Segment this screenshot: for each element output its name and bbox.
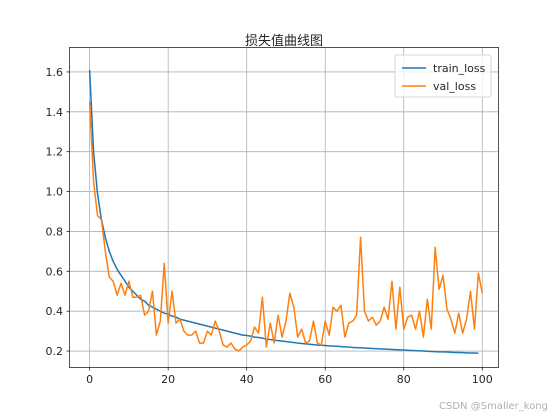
x-tick-label: 100 (472, 373, 493, 386)
y-tick-label: 0.6 (46, 265, 64, 278)
y-tick-label: 0.4 (46, 305, 64, 318)
x-tick-label: 0 (86, 373, 93, 386)
chart-title: 损失值曲线图 (245, 33, 323, 49)
legend-label-train-loss: train_loss (433, 62, 486, 75)
x-tick-label: 60 (318, 373, 332, 386)
x-tick-label: 20 (161, 373, 175, 386)
watermark: CSDN @Smaller_kong (439, 401, 548, 412)
x-tick-label: 40 (240, 373, 254, 386)
x-tick-label: 80 (397, 373, 411, 386)
y-axis-ticks: 0.2 0.4 0.6 0.8 1.0 1.2 1.4 1.6 (46, 66, 70, 358)
legend: train_loss val_loss (394, 54, 492, 98)
y-tick-label: 1.0 (46, 186, 64, 199)
y-tick-label: 0.2 (46, 345, 64, 358)
plot-frame (69, 47, 499, 368)
series-lines (88, 69, 484, 354)
x-axis-ticks: 0 20 40 60 80 100 (86, 367, 493, 386)
y-tick-label: 0.8 (46, 225, 64, 238)
y-tick-label: 1.2 (46, 146, 64, 159)
series-line-val-loss (88, 101, 484, 352)
y-tick-label: 1.4 (46, 106, 64, 119)
y-tick-label: 1.6 (46, 66, 64, 79)
legend-label-val-loss: val_loss (433, 80, 476, 93)
